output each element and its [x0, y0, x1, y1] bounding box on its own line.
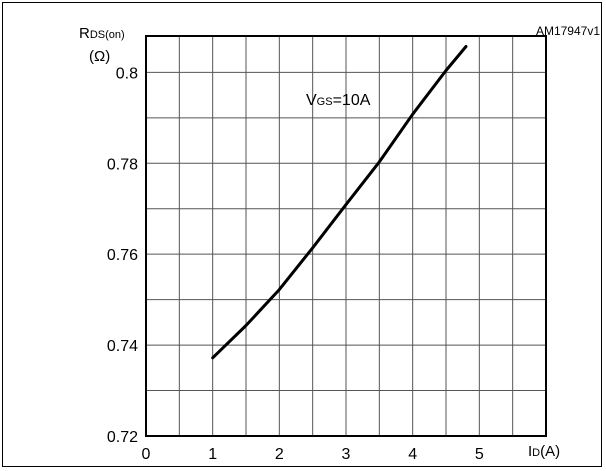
x-axis-sub: D: [532, 447, 540, 459]
x-tick-label: 2: [275, 446, 284, 463]
y-tick-label: 0.76: [107, 247, 138, 264]
x-tick-label: 5: [475, 446, 484, 463]
x-axis-main: I: [528, 443, 532, 460]
x-axis-label: ID(A): [528, 443, 560, 460]
x-tick-label: 1: [208, 446, 217, 463]
y-tick-label: 0.78: [107, 156, 138, 173]
y-axis-sub: DS(on): [90, 29, 125, 41]
y-tick-label: 0.72: [107, 429, 138, 446]
x-tick-labels: 0 1 2 3 4 5: [142, 446, 484, 463]
x-tick-label: 0: [142, 446, 151, 463]
x-axis-unit: (A): [540, 443, 560, 460]
y-axis-label: RDS(on): [79, 25, 125, 42]
vgs-rest: =10A: [333, 92, 371, 109]
chart-frame: [2, 2, 602, 467]
x-tick-label: 3: [342, 446, 351, 463]
y-axis-unit: (Ω): [89, 48, 110, 65]
vgs-main: V: [306, 92, 317, 109]
series-line: [211, 45, 468, 360]
grid: [146, 36, 546, 436]
y-tick-label: 0.74: [107, 338, 138, 355]
vgs-annotation: VGS=10A: [306, 92, 371, 109]
figure-ref: AM17947v1: [536, 24, 600, 38]
y-axis-main: R: [79, 25, 90, 42]
y-tick-labels: 0.72 0.74 0.76 0.78 0.8: [107, 65, 138, 446]
vgs-sub: GS: [317, 96, 333, 108]
y-tick-label: 0.8: [116, 65, 138, 82]
x-tick-label: 4: [408, 446, 417, 463]
plot-area-border: [145, 35, 547, 437]
